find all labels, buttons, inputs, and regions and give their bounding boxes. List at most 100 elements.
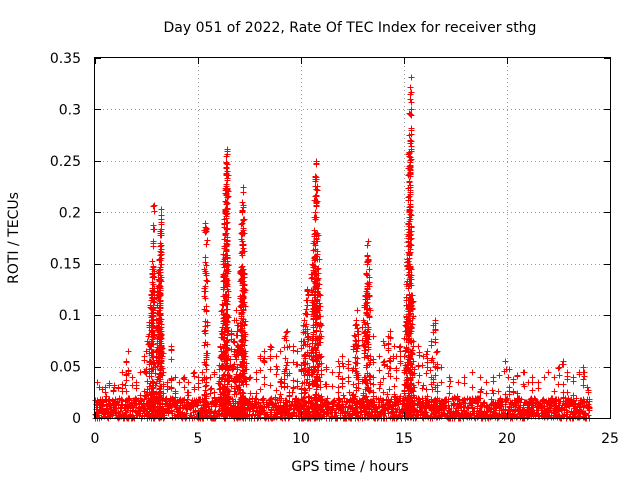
y-tick-label: 0 — [72, 411, 81, 427]
data-point — [241, 248, 248, 255]
data-point — [529, 387, 536, 394]
data-point — [335, 384, 342, 391]
data-point — [233, 391, 240, 398]
data-point — [195, 399, 202, 406]
data-point — [168, 384, 175, 391]
data-point — [313, 161, 320, 168]
data-point — [253, 400, 260, 407]
data-point — [259, 396, 266, 403]
x-tick-labels: 0 5 10 15 20 25 — [91, 431, 619, 447]
data-point — [110, 387, 117, 394]
y-tick-labels: 00.050.10.150.20.250.30.35 — [50, 51, 81, 427]
data-point — [203, 403, 210, 410]
data-point — [277, 391, 284, 398]
data-point — [294, 378, 301, 385]
data-point — [230, 398, 237, 405]
data-point — [242, 318, 249, 325]
data-point — [224, 146, 231, 153]
data-point — [181, 384, 188, 391]
y-tick-label: 0.25 — [50, 154, 81, 170]
data-point — [415, 379, 422, 386]
data-point — [141, 396, 148, 403]
data-point — [207, 408, 214, 415]
data-point — [224, 194, 231, 201]
data-point — [203, 382, 210, 389]
data-point — [160, 381, 167, 388]
data-point — [351, 332, 358, 339]
data-point — [531, 395, 538, 402]
plot-frame — [94, 57, 611, 419]
data-point — [150, 393, 157, 400]
data-point — [225, 378, 232, 385]
data-point — [261, 355, 268, 362]
data-point — [277, 348, 284, 355]
data-point — [158, 212, 165, 219]
data-point — [282, 355, 289, 362]
data-point — [239, 207, 246, 214]
data-point — [123, 359, 130, 366]
data-point — [242, 399, 249, 406]
data-point — [290, 377, 297, 384]
data-point — [191, 373, 198, 380]
data-point — [278, 410, 285, 417]
data-point — [247, 390, 254, 397]
data-point — [461, 380, 468, 387]
data-point — [238, 221, 245, 228]
data-point — [128, 399, 135, 406]
data-point — [181, 376, 188, 383]
data-point — [172, 394, 179, 401]
data-point — [446, 383, 453, 390]
data-point — [151, 332, 158, 339]
data-point — [173, 400, 180, 407]
data-point — [224, 345, 231, 352]
data-point — [137, 408, 144, 415]
data-point — [455, 396, 462, 403]
data-point — [185, 379, 192, 386]
data-point — [273, 371, 280, 378]
data-point — [393, 375, 400, 382]
data-point — [207, 374, 214, 381]
data-point — [376, 353, 383, 360]
data-point — [160, 390, 167, 397]
data-point — [111, 400, 118, 407]
data-point — [181, 411, 188, 418]
data-point — [224, 219, 231, 226]
data-point — [477, 374, 484, 381]
data-point — [290, 347, 297, 354]
data-point — [157, 312, 164, 319]
data-point — [224, 254, 231, 261]
data-point — [396, 344, 403, 351]
data-point — [283, 329, 290, 336]
data-point — [133, 409, 140, 416]
data-point — [415, 343, 422, 350]
data-point — [191, 414, 198, 421]
data-point — [376, 385, 383, 392]
data-point — [184, 405, 191, 412]
data-point — [370, 333, 377, 340]
data-point — [151, 296, 158, 303]
data-point — [580, 376, 587, 383]
data-point — [149, 258, 156, 265]
data-point — [159, 345, 166, 352]
data-point — [224, 168, 231, 175]
data-point — [150, 203, 157, 210]
data-point — [252, 395, 259, 402]
data-point — [364, 242, 371, 249]
data-point — [419, 385, 426, 392]
data-point — [125, 395, 132, 402]
data-point — [177, 405, 184, 412]
data-point — [225, 294, 232, 301]
data-point — [150, 281, 157, 288]
data-point — [180, 375, 187, 382]
data-point — [158, 395, 165, 402]
data-point — [562, 401, 569, 408]
data-point — [230, 365, 237, 372]
data-point — [243, 360, 250, 367]
data-point — [469, 384, 476, 391]
data-point — [202, 295, 209, 302]
data-point — [225, 314, 232, 321]
data-point — [246, 406, 253, 413]
data-point — [150, 273, 157, 280]
data-point — [150, 316, 157, 323]
data-point — [133, 396, 140, 403]
